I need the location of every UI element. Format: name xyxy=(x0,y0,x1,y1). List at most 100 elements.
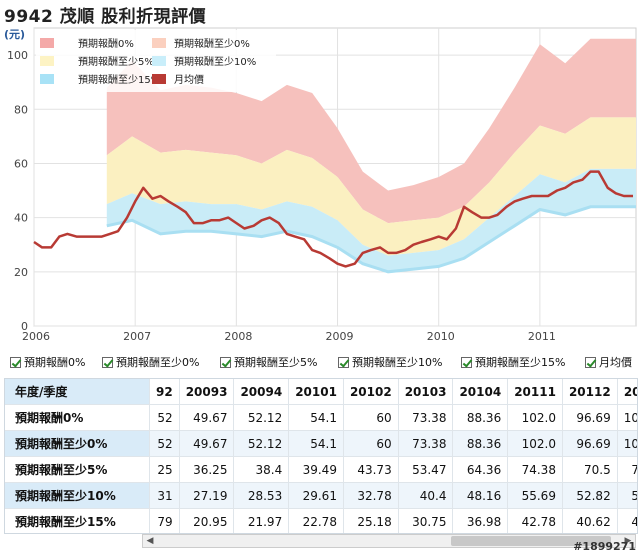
row-label: 預期報酬0% xyxy=(5,404,150,431)
table-cell: 21.97 xyxy=(233,508,290,533)
x-tick-label: 2010 xyxy=(427,330,455,343)
toggle-label: 預期報酬至少5% xyxy=(234,356,318,369)
legend-label: 月均價 xyxy=(174,73,204,86)
toggle-label: 預期報酬至少0% xyxy=(116,356,200,369)
valuation-table-container[interactable]: 年度/季度 92 20093 20094 20101 20102 20103 2… xyxy=(4,378,638,534)
row-label: 預期報酬至少15% xyxy=(5,508,150,533)
row-label: 預期報酬至少5% xyxy=(5,456,150,483)
table-cell: 88.36 xyxy=(452,430,509,457)
table-cell: 55.69 xyxy=(507,482,563,509)
toggle-band5[interactable]: 預期報酬至少5% xyxy=(220,354,317,370)
chart-svg: 0 20 40 60 80 100 2006 2007 2008 2009 2010 2011 (元) 預… xyxy=(4,27,637,343)
table-cell: 36.25 xyxy=(179,456,235,483)
x-tick-label: 2011 xyxy=(528,330,556,343)
table-row: 預期報酬0% 52 49.67 52.12 54.1 60 73.38 88.3… xyxy=(5,404,637,431)
legend-label: 預期報酬至少0% xyxy=(174,38,250,50)
x-tick-label: 2009 xyxy=(326,330,354,343)
table-row: 預期報酬至少10% 31 27.19 28.53 29.61 32.78 40.… xyxy=(5,482,637,509)
checkbox-icon[interactable] xyxy=(461,356,472,368)
legend-swatch xyxy=(152,38,166,48)
table-cell: 60 xyxy=(343,404,399,431)
table-cell: 74.38 xyxy=(507,456,563,483)
table-cell: 42.78 xyxy=(507,508,563,533)
table-cell: 30.75 xyxy=(398,508,454,533)
scroll-right-icon[interactable]: ▶ xyxy=(624,536,632,546)
band-return-5 xyxy=(106,117,637,256)
y-tick-label: 100 xyxy=(7,49,28,62)
table-cell: 43.73 xyxy=(343,456,399,483)
toggle-band0-min[interactable]: 預期報酬至少0% xyxy=(102,354,199,370)
legend-swatch xyxy=(40,74,54,84)
y-tick-label: 40 xyxy=(14,212,28,225)
column-header: 20111 xyxy=(507,379,563,405)
table-cell: 102.0 xyxy=(507,404,563,431)
column-header: 20101 xyxy=(288,379,344,405)
toggle-band10[interactable]: 預期報酬至少10% xyxy=(338,354,442,370)
toggle-band15[interactable]: 預期報酬至少15% xyxy=(461,354,565,370)
table-cell: 28.53 xyxy=(233,482,290,509)
table-cell: 64.36 xyxy=(452,456,509,483)
horizontal-scrollbar[interactable]: ◀ ▶ xyxy=(142,534,636,548)
column-header: 20104 xyxy=(452,379,509,405)
toggle-label: 預期報酬至少15% xyxy=(475,356,566,369)
legend-label: 預期報酬至少15% xyxy=(78,74,160,86)
legend-label: 預期報酬至少5% xyxy=(78,56,154,68)
legend-swatch xyxy=(40,56,54,66)
legend-swatch xyxy=(152,56,166,66)
table-cell: 44.22 xyxy=(617,508,637,533)
table-cell: 57.51 xyxy=(617,482,637,509)
checkbox-icon[interactable] xyxy=(10,356,21,368)
table-cell: 88.36 xyxy=(452,404,509,431)
table-cell: 36.98 xyxy=(452,508,509,533)
checkbox-icon[interactable] xyxy=(102,356,113,368)
checkbox-icon[interactable] xyxy=(585,356,596,368)
table-row: 預期報酬至少5% 25 36.25 38.4 39.49 43.73 53.47… xyxy=(5,456,637,483)
price-line xyxy=(33,170,633,268)
table-cell: 96.69 xyxy=(562,430,618,457)
x-tick-label: 2008 xyxy=(224,330,252,343)
toggle-price[interactable]: 月均價 xyxy=(585,354,632,370)
table-cell: 96.69 xyxy=(562,404,618,431)
series-toggle-row: 預期報酬0% 預期報酬至少0% 預期報酬至少5% 預期報酬至少10% 預期報酬至… xyxy=(0,352,640,372)
table-cell: 49.67 xyxy=(179,430,235,457)
y-tick-label: 80 xyxy=(14,103,28,116)
table-cell: 20.95 xyxy=(179,508,235,533)
page-title: 9942 茂順 股利折現評價 xyxy=(4,7,207,27)
table-cell: 29.61 xyxy=(288,482,344,509)
row-label: 預期報酬至少10% xyxy=(5,482,150,509)
scroll-left-icon[interactable]: ◀ xyxy=(146,536,154,546)
table-cell: 73.38 xyxy=(398,430,454,457)
table-cell: 70.5 xyxy=(562,456,618,483)
column-header: 20102 xyxy=(343,379,399,405)
column-header: 20103 xyxy=(398,379,454,405)
table-cell: 40.62 xyxy=(562,508,618,533)
table-cell: 54.1 xyxy=(288,430,344,457)
scrollbar-thumb[interactable] xyxy=(451,536,611,546)
table-cell: 39.49 xyxy=(288,456,344,483)
table-cell: 79 xyxy=(149,508,180,533)
row-label: 預期報酬至少0% xyxy=(5,430,150,457)
x-tick-label: 2006 xyxy=(22,330,50,343)
legend-swatch xyxy=(152,74,166,84)
table-row: 預期報酬至少0% 52 49.67 52.12 54.1 60 73.38 88… xyxy=(5,430,637,457)
table-cell: 25 xyxy=(149,456,180,483)
legend-swatch xyxy=(40,38,54,48)
legend-label: 預期報酬0% xyxy=(78,38,134,50)
toggle-band0[interactable]: 預期報酬0% xyxy=(10,354,85,370)
column-header: 92 xyxy=(149,379,180,405)
checkbox-icon[interactable] xyxy=(220,356,231,368)
toggle-label: 預期報酬0% xyxy=(24,356,86,369)
y-tick-label: 20 xyxy=(14,266,28,279)
checkbox-icon[interactable] xyxy=(338,356,349,368)
legend-label: 預期報酬至少10% xyxy=(174,56,256,68)
table-cell: 31 xyxy=(149,482,180,509)
table-cell: 40.4 xyxy=(398,482,454,509)
table-cell: 76.74 xyxy=(617,456,637,483)
table-cell: 52 xyxy=(149,404,180,431)
table-cell: 49.67 xyxy=(179,404,235,431)
band-return-0 xyxy=(106,38,637,224)
table-cell: 54.1 xyxy=(288,404,344,431)
table-cell: 60 xyxy=(343,430,399,457)
table-cell: 25.18 xyxy=(343,508,399,533)
table-cell: 22.78 xyxy=(288,508,344,533)
